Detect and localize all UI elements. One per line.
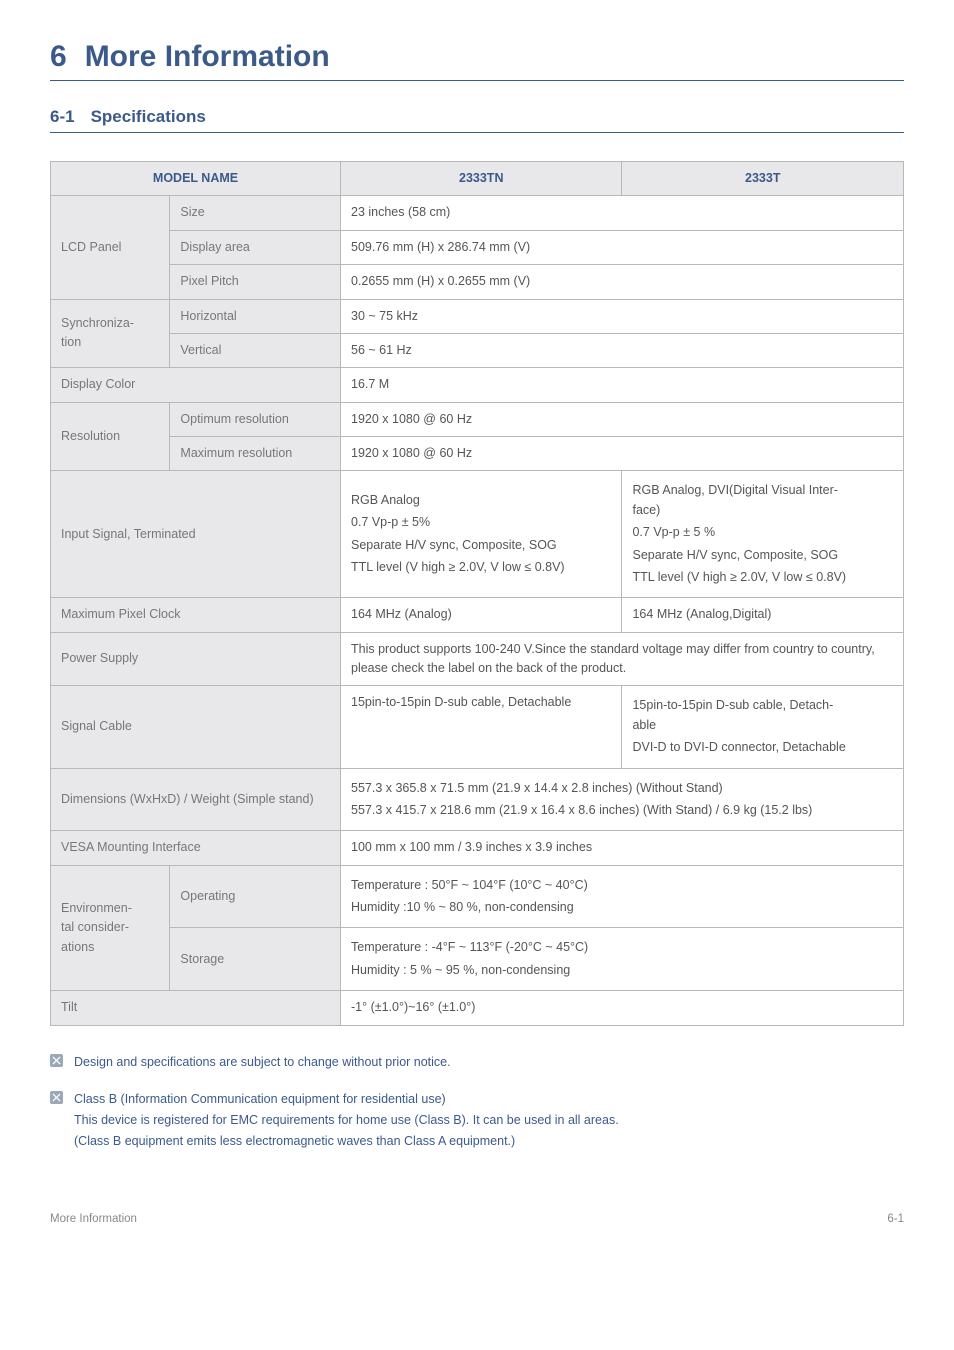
table-row: Power Supply This product supports 100-2… [51,632,904,686]
table-row: Display area 509.76 mm (H) x 286.74 mm (… [51,230,904,264]
table-row: Environmen- tal consider- ations Operati… [51,865,904,928]
signal-cable-a: 15pin-to-15pin D-sub cable, Detachable [341,686,622,768]
max-pixel-clock-label: Maximum Pixel Clock [51,598,341,632]
table-row: Display Color 16.7 M [51,368,904,402]
cell-line: Temperature : -4°F ~ 113°F (-20°C ~ 45°C… [351,938,893,957]
vertical-label: Vertical [170,333,341,367]
table-row: Tilt -1° (±1.0°)~16° (±1.0°) [51,991,904,1025]
cell-line: Humidity : 5 % ~ 95 %, non-condensing [351,961,893,980]
cell-line: 557.3 x 415.7 x 218.6 mm (21.9 x 16.4 x … [351,801,893,820]
display-color-value: 16.7 M [341,368,904,402]
input-signal-col-a: RGB Analog 0.7 Vp-p ± 5% Separate H/V sy… [341,471,622,598]
note-item: Class B (Information Communication equip… [50,1089,904,1153]
dimensions-value: 557.3 x 365.8 x 71.5 mm (21.9 x 14.4 x 2… [341,768,904,831]
vesa-label: VESA Mounting Interface [51,831,341,865]
signal-cable-b: 15pin-to-15pin D-sub cable, Detach- able… [622,686,904,768]
header-col-b: 2333T [622,162,904,196]
table-row: Dimensions (WxHxD) / Weight (Simple stan… [51,768,904,831]
footer-left: More Information [50,1213,137,1225]
power-supply-value: This product supports 100-240 V.Since th… [341,632,904,686]
table-row: Resolution Optimum resolution 1920 x 108… [51,402,904,436]
note-text: Class B (Information Communication equip… [74,1092,446,1106]
cell-line: Separate H/V sync, Composite, SOG [632,546,893,565]
cell-line: RGB Analog [351,491,611,510]
note-text: Design and specifications are subject to… [74,1055,451,1069]
max-pixel-clock-a: 164 MHz (Analog) [341,598,622,632]
optimum-label: Optimum resolution [170,402,341,436]
input-signal-col-b: RGB Analog, DVI(Digital Visual Inter- fa… [622,471,904,598]
maximum-value: 1920 x 1080 @ 60 Hz [341,437,904,471]
table-row: Synchroniza- tion Horizontal 30 ~ 75 kHz [51,299,904,333]
cell-line: DVI-D to DVI-D connector, Detachable [632,738,893,757]
storage-value: Temperature : -4°F ~ 113°F (-20°C ~ 45°C… [341,928,904,991]
sync-label: Synchroniza- tion [51,299,170,368]
display-area-value: 509.76 mm (H) x 286.74 mm (V) [341,230,904,264]
optimum-value: 1920 x 1080 @ 60 Hz [341,402,904,436]
cell-line: 0.7 Vp-p ± 5 % [632,523,893,542]
storage-label: Storage [170,928,341,991]
pixel-pitch-value: 0.2655 mm (H) x 0.2655 mm (V) [341,265,904,299]
page-footer: More Information 6-1 [50,1213,904,1225]
tilt-value: -1° (±1.0°)~16° (±1.0°) [341,991,904,1025]
max-pixel-clock-b: 164 MHz (Analog,Digital) [622,598,904,632]
horizontal-value: 30 ~ 75 kHz [341,299,904,333]
table-row: Maximum Pixel Clock 164 MHz (Analog) 164… [51,598,904,632]
table-row: Pixel Pitch 0.2655 mm (H) x 0.2655 mm (V… [51,265,904,299]
env-label: Environmen- tal consider- ations [51,865,170,991]
note-icon [50,1054,63,1067]
pixel-pitch-label: Pixel Pitch [170,265,341,299]
maximum-label: Maximum resolution [170,437,341,471]
note-icon [50,1091,63,1104]
cell-line: TTL level (V high ≥ 2.0V, V low ≤ 0.8V) [351,558,611,577]
notes-section: Design and specifications are subject to… [50,1052,904,1153]
operating-value: Temperature : 50°F ~ 104°F (10°C ~ 40°C)… [341,865,904,928]
section-number: 6-1 [50,107,75,126]
table-row: Signal Cable 15pin-to-15pin D-sub cable,… [51,686,904,768]
vesa-value: 100 mm x 100 mm / 3.9 inches x 3.9 inche… [341,831,904,865]
operating-label: Operating [170,865,341,928]
table-row: Input Signal, Terminated RGB Analog 0.7 … [51,471,904,598]
section-text: Specifications [91,107,206,126]
power-supply-label: Power Supply [51,632,341,686]
header-model-name: MODEL NAME [51,162,341,196]
signal-cable-label: Signal Cable [51,686,341,768]
cell-line: Humidity :10 % ~ 80 %, non-condensing [351,898,893,917]
cell-line: 557.3 x 365.8 x 71.5 mm (21.9 x 14.4 x 2… [351,779,893,798]
size-label: Size [170,196,341,230]
lcd-panel-label: LCD Panel [51,196,170,299]
cell-line: RGB Analog, DVI(Digital Visual Inter- fa… [632,481,893,520]
size-value: 23 inches (58 cm) [341,196,904,230]
dimensions-label: Dimensions (WxHxD) / Weight (Simple stan… [51,768,341,831]
footer-right: 6-1 [887,1213,904,1225]
chapter-title: 6 More Information [50,40,904,81]
resolution-label: Resolution [51,402,170,471]
cell-line: Separate H/V sync, Composite, SOG [351,536,611,555]
cell-line: 15pin-to-15pin D-sub cable, Detach- able [632,696,893,735]
display-area-label: Display area [170,230,341,264]
cell-line: TTL level (V high ≥ 2.0V, V low ≤ 0.8V) [632,568,893,587]
table-row: LCD Panel Size 23 inches (58 cm) [51,196,904,230]
note-text: This device is registered for EMC requir… [74,1113,619,1127]
table-row: Vertical 56 ~ 61 Hz [51,333,904,367]
chapter-number: 6 [50,40,67,73]
section-title: 6-1 Specifications [50,107,904,133]
table-row: VESA Mounting Interface 100 mm x 100 mm … [51,831,904,865]
table-header-row: MODEL NAME 2333TN 2333T [51,162,904,196]
vertical-value: 56 ~ 61 Hz [341,333,904,367]
header-col-a: 2333TN [341,162,622,196]
display-color-label: Display Color [51,368,341,402]
cell-line: Temperature : 50°F ~ 104°F (10°C ~ 40°C) [351,876,893,895]
input-signal-label: Input Signal, Terminated [51,471,341,598]
table-row: Maximum resolution 1920 x 1080 @ 60 Hz [51,437,904,471]
note-item: Design and specifications are subject to… [50,1052,904,1073]
horizontal-label: Horizontal [170,299,341,333]
table-row: Storage Temperature : -4°F ~ 113°F (-20°… [51,928,904,991]
tilt-label: Tilt [51,991,341,1025]
note-text: (Class B equipment emits less electromag… [74,1134,515,1148]
spec-table: MODEL NAME 2333TN 2333T LCD Panel Size 2… [50,161,904,1026]
chapter-text: More Information [85,40,330,73]
cell-line: 0.7 Vp-p ± 5% [351,513,611,532]
